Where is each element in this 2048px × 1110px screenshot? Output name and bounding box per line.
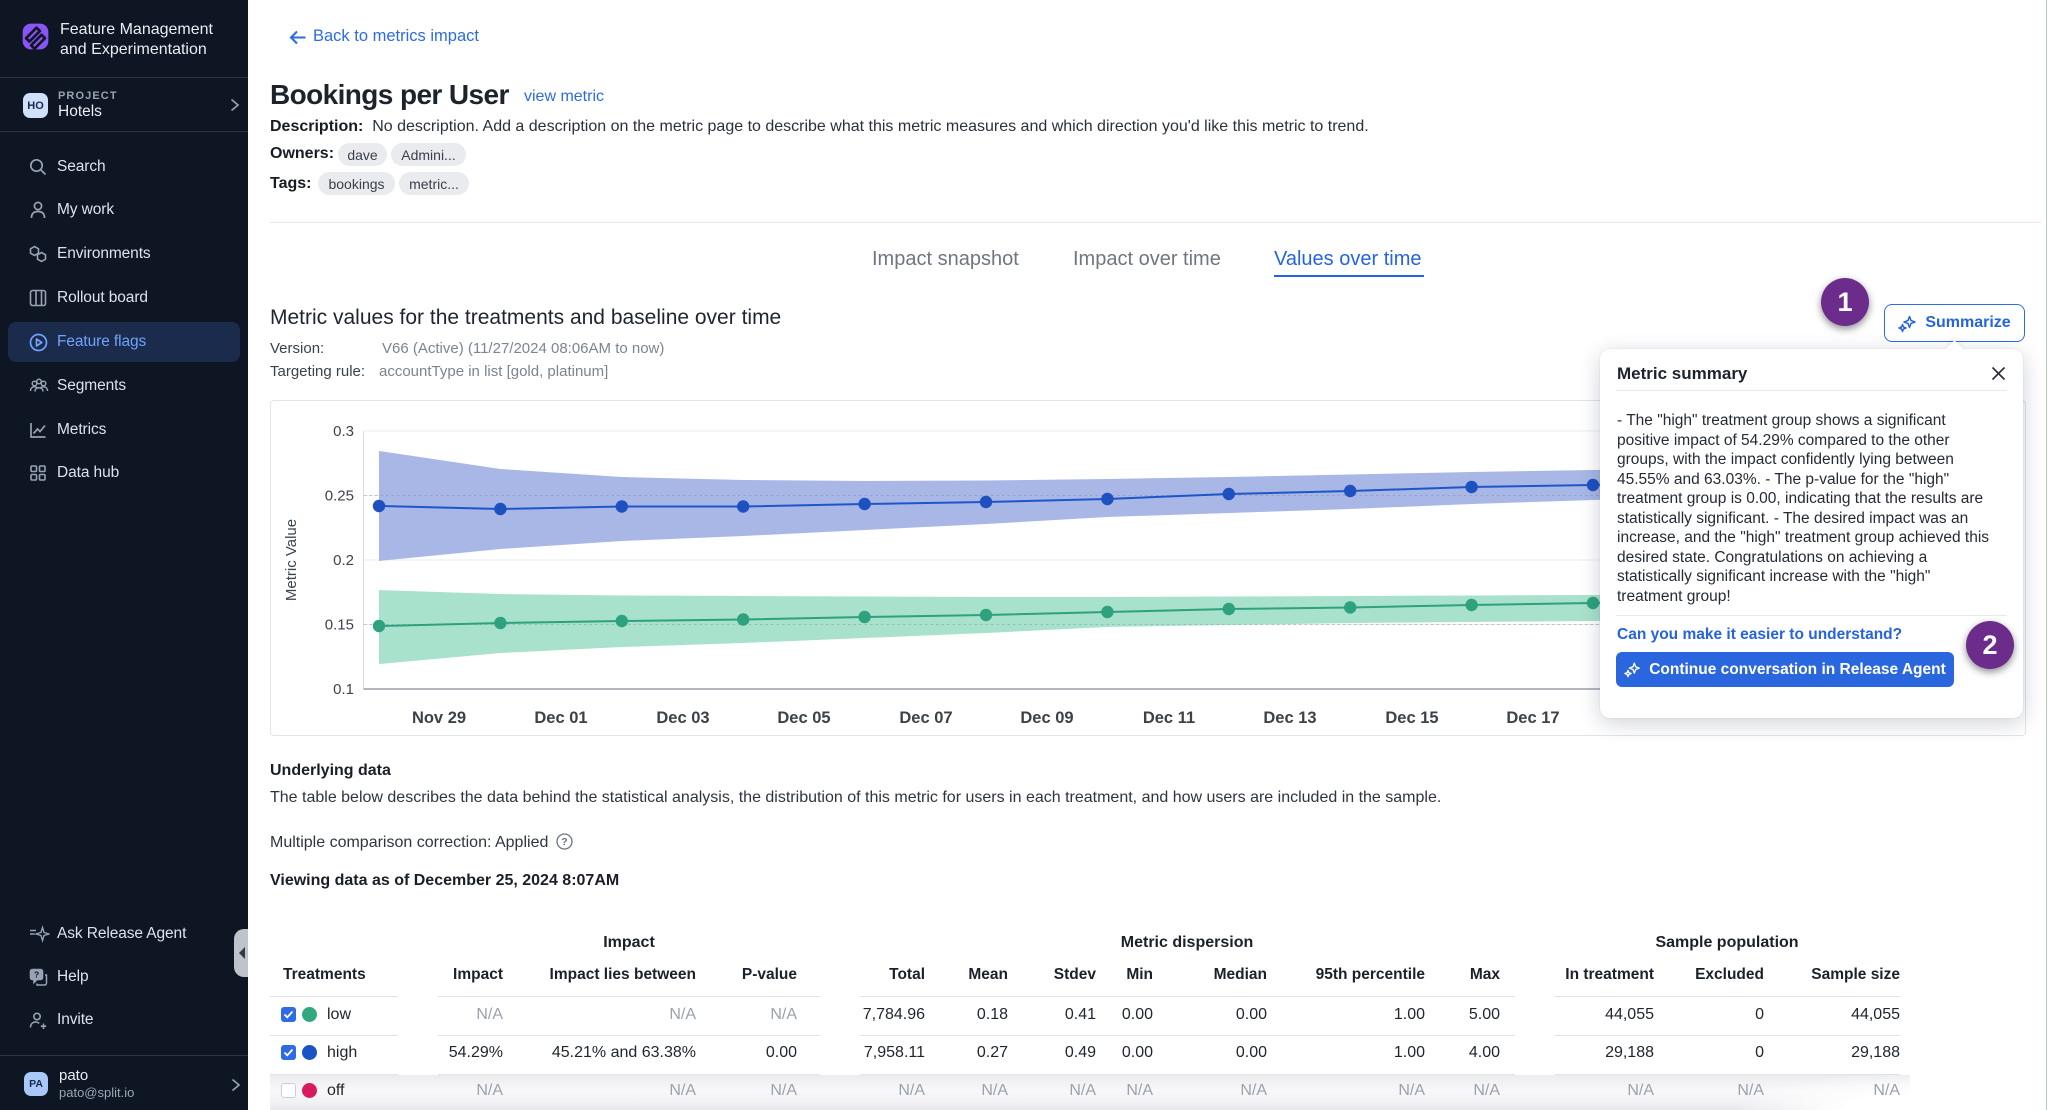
svg-text:Dec 01: Dec 01: [534, 709, 587, 727]
svg-text:?: ?: [34, 969, 39, 979]
svg-text:Dec 15: Dec 15: [1385, 709, 1438, 727]
svg-text:0.15: 0.15: [325, 617, 354, 634]
svg-text:?: ?: [561, 836, 567, 848]
svg-text:0.2: 0.2: [333, 552, 354, 569]
svg-text:Dec 07: Dec 07: [899, 709, 952, 727]
svg-text:Dec 11: Dec 11: [1143, 709, 1195, 727]
svg-text:0.3: 0.3: [333, 423, 354, 440]
svg-text:Dec 05: Dec 05: [777, 709, 830, 727]
svg-text:Nov 29: Nov 29: [412, 709, 466, 727]
svg-text:Metric Value: Metric Value: [283, 519, 300, 601]
svg-text:Dec 09: Dec 09: [1020, 709, 1073, 727]
svg-text:Dec 13: Dec 13: [1263, 709, 1316, 727]
svg-text:0.25: 0.25: [325, 488, 354, 505]
svg-text:Dec 03: Dec 03: [656, 709, 709, 727]
svg-text:0.1: 0.1: [333, 681, 354, 698]
svg-text:Dec 17: Dec 17: [1506, 709, 1559, 727]
